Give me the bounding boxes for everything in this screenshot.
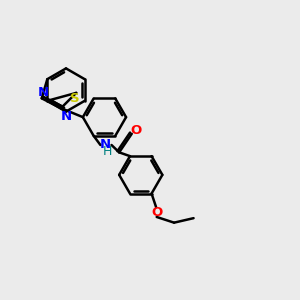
Text: O: O — [151, 206, 162, 219]
Text: H: H — [102, 145, 112, 158]
Text: N: N — [38, 86, 49, 99]
Text: N: N — [99, 138, 110, 151]
Text: S: S — [70, 92, 80, 105]
Text: N: N — [60, 110, 72, 124]
Text: O: O — [130, 124, 142, 137]
